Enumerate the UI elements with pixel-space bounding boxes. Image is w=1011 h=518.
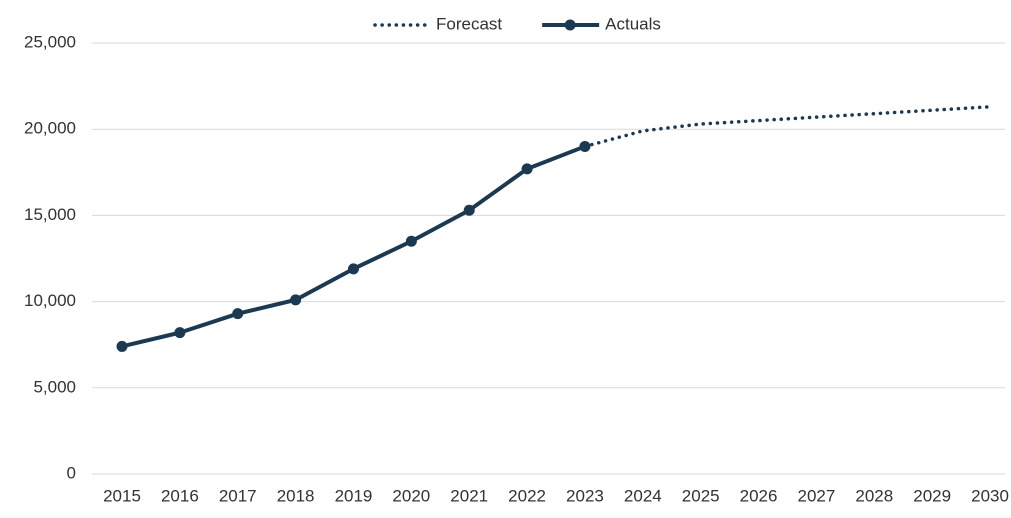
point-marker xyxy=(232,308,244,320)
series-line xyxy=(583,105,992,149)
legend-marker xyxy=(564,19,576,31)
y-tick-label: 15,000 xyxy=(24,205,76,224)
x-tick-label: 2021 xyxy=(450,486,488,505)
x-tick-label: 2015 xyxy=(103,486,141,505)
x-tick-label: 2016 xyxy=(161,486,199,505)
x-tick-label: 2024 xyxy=(624,486,662,505)
point-marker xyxy=(116,340,128,352)
point-marker xyxy=(405,235,417,247)
point-marker xyxy=(290,294,302,306)
point-marker xyxy=(579,140,591,152)
point-marker xyxy=(347,263,359,275)
y-tick-label: 10,000 xyxy=(24,291,76,310)
point-marker xyxy=(521,163,533,175)
x-tick-label: 2017 xyxy=(219,486,257,505)
y-tick-label: 0 xyxy=(67,463,76,482)
x-tick-label: 2023 xyxy=(566,486,604,505)
y-tick-label: 20,000 xyxy=(24,119,76,138)
x-tick-label: 2028 xyxy=(855,486,893,505)
x-tick-label: 2027 xyxy=(798,486,836,505)
series-line xyxy=(121,144,586,349)
legend-label: Forecast xyxy=(436,14,502,33)
y-tick-label: 5,000 xyxy=(33,377,76,396)
point-marker xyxy=(463,204,475,216)
x-tick-label: 2019 xyxy=(335,486,373,505)
legend-label: Actuals xyxy=(605,14,661,33)
x-tick-label: 2018 xyxy=(277,486,315,505)
y-tick-label: 25,000 xyxy=(24,32,76,51)
point-marker xyxy=(174,327,186,339)
x-tick-label: 2020 xyxy=(392,486,430,505)
x-tick-label: 2022 xyxy=(508,486,546,505)
x-tick-label: 2029 xyxy=(913,486,951,505)
x-tick-label: 2026 xyxy=(740,486,778,505)
x-tick-label: 2030 xyxy=(971,486,1009,505)
x-tick-label: 2025 xyxy=(682,486,720,505)
